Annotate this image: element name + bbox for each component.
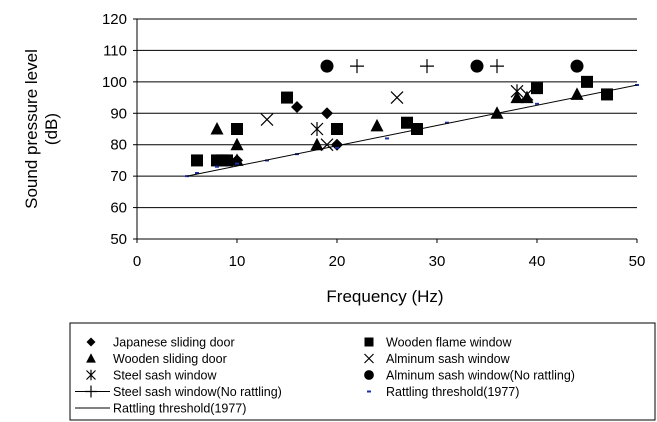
legend-item: Rattling threshold(1977) [75, 402, 246, 416]
series-circle [320, 59, 584, 73]
legend-item: Wooden flame window [364, 336, 513, 350]
data-point-diamond [321, 107, 333, 120]
data-point-dash [385, 137, 389, 140]
data-point-circle [470, 59, 484, 73]
series-x [260, 88, 534, 152]
y-tick-label: 70 [110, 168, 127, 185]
legend-marker [364, 337, 374, 347]
data-point-dash [235, 162, 239, 165]
legend-marker [367, 390, 371, 393]
data-point-triangle [370, 118, 384, 132]
data-point-diamond [291, 101, 303, 113]
data-point-square [581, 75, 593, 88]
legend-marker [364, 370, 374, 380]
legend: Japanese sliding door Wooden flame window… [75, 336, 575, 416]
data-point-square [411, 123, 423, 135]
x-tick-label: 30 [429, 253, 446, 270]
data-point-square [531, 82, 543, 95]
legend-marker [85, 385, 97, 398]
data-point-triangle [230, 153, 244, 166]
x-tick-label: 40 [529, 253, 546, 270]
legend-box [69, 322, 656, 421]
data-point-plus [420, 59, 434, 74]
data-point-triangle [210, 122, 224, 135]
legend-label: Rattling threshold(1977) [113, 402, 246, 416]
y-tick-label: 110 [103, 42, 127, 59]
legend-item: Japanese sliding door [86, 336, 235, 350]
legend-item: Rattling threshold(1977) [367, 385, 519, 399]
data-point-triangle [310, 137, 324, 151]
y-axis-label: Sound pressure level(dB) [22, 49, 61, 209]
legend-label: Alminum sash window [386, 352, 511, 366]
legend-label: Wooden flame window [386, 336, 513, 350]
y-axis-label-line: (dB) [42, 113, 61, 145]
data-point-dash [335, 146, 339, 149]
legend-marker [86, 369, 96, 381]
data-point-plus [350, 59, 364, 74]
data-point-square [281, 91, 293, 104]
data-point-circle [320, 59, 334, 73]
data-point-x [390, 91, 404, 104]
legend-marker [86, 353, 96, 363]
x-tick-label: 0 [133, 253, 141, 270]
legend-marker [86, 337, 96, 347]
series-square [191, 75, 613, 167]
data-point-x [260, 113, 274, 126]
legend-label: Wooden sliding door [113, 352, 227, 366]
data-point-circle [570, 59, 584, 73]
y-tick-label: 60 [110, 200, 127, 217]
data-point-triangle [490, 106, 504, 119]
plot-area-border [137, 19, 637, 239]
y-tick-label: 50 [110, 231, 127, 248]
data-point-asterisk [510, 84, 524, 99]
grid [137, 18, 637, 209]
data-point-dash [445, 121, 449, 124]
y-tick-label: 100 [102, 74, 127, 91]
y-tick-label: 80 [110, 137, 127, 154]
data-point-plus [490, 59, 504, 74]
data-point-dash [215, 165, 219, 168]
data-point-square [231, 123, 243, 135]
legend-item: Steel sash window(No rattling) [75, 385, 282, 399]
legend-item: Wooden sliding door [86, 352, 227, 366]
legend-item: Alminum sash window(No rattling) [364, 369, 575, 383]
data-point-x [520, 88, 534, 101]
legend-label: Steel sash window(No rattling) [113, 385, 282, 399]
series-asterisk [310, 84, 524, 136]
x-axis-label: Frequency (Hz) [326, 287, 443, 306]
ticks: 50 60 70 80 90 100 110 120 0 10 20 30 40 50 [102, 11, 645, 270]
x-tick-label: 10 [229, 253, 246, 270]
legend-label: Rattling threshold(1977) [386, 385, 519, 399]
y-axis-label-line: Sound pressure level [22, 49, 41, 209]
data-point-diamond [331, 138, 343, 151]
legend-label: Alminum sash window(No rattling) [386, 369, 575, 383]
data-point-triangle [520, 90, 534, 104]
y-tick-label: 90 [110, 105, 127, 122]
threshold-line [186, 84, 638, 177]
data-point-square [191, 154, 203, 167]
series-triangle [210, 87, 584, 166]
x-tick-label: 50 [629, 253, 646, 270]
y-tick-label: 120 [102, 11, 127, 28]
legend-item: Alminum sash window [364, 352, 511, 366]
data-point-triangle [230, 137, 244, 151]
data-point-square [401, 116, 413, 129]
legend-item: Steel sash window [86, 369, 218, 383]
legend-marker [364, 353, 374, 364]
series-line [186, 84, 638, 177]
series-plus [350, 59, 504, 74]
data-point-square [221, 154, 233, 167]
data-point-dash [195, 172, 199, 174]
legend-label: Steel sash window [113, 369, 218, 383]
data-point-square [331, 123, 343, 135]
legend-label: Japanese sliding door [113, 336, 235, 350]
data-point-dash [535, 102, 539, 105]
series [185, 59, 639, 178]
x-tick-label: 20 [329, 253, 346, 270]
data-point-asterisk [310, 122, 324, 136]
